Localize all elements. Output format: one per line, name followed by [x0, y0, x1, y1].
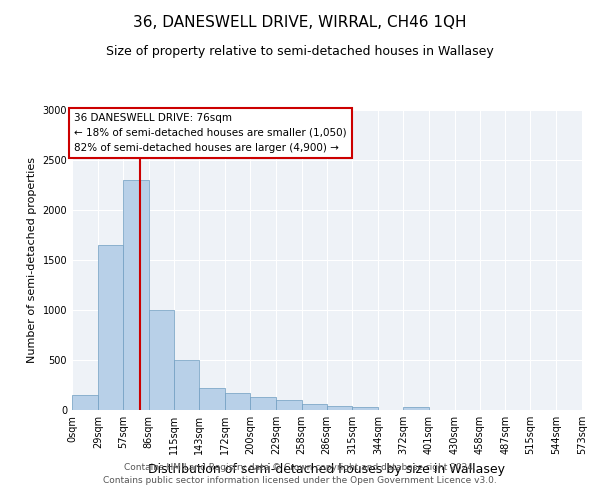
Bar — [352, 407, 378, 410]
Bar — [199, 388, 225, 410]
X-axis label: Distribution of semi-detached houses by size in Wallasey: Distribution of semi-detached houses by … — [149, 462, 505, 475]
Text: Contains HM Land Registry data © Crown copyright and database right 2024.
Contai: Contains HM Land Registry data © Crown c… — [103, 464, 497, 485]
Y-axis label: Number of semi-detached properties: Number of semi-detached properties — [27, 157, 37, 363]
Bar — [276, 400, 302, 410]
Bar — [123, 180, 149, 410]
Bar — [225, 393, 250, 410]
Bar — [98, 245, 123, 410]
Bar — [72, 395, 98, 410]
Text: 36 DANESWELL DRIVE: 76sqm
← 18% of semi-detached houses are smaller (1,050)
82% : 36 DANESWELL DRIVE: 76sqm ← 18% of semi-… — [74, 113, 346, 152]
Bar — [326, 406, 352, 410]
Text: 36, DANESWELL DRIVE, WIRRAL, CH46 1QH: 36, DANESWELL DRIVE, WIRRAL, CH46 1QH — [133, 15, 467, 30]
Bar — [149, 310, 175, 410]
Bar — [403, 407, 429, 410]
Text: Size of property relative to semi-detached houses in Wallasey: Size of property relative to semi-detach… — [106, 45, 494, 58]
Bar — [250, 397, 276, 410]
Bar — [175, 360, 199, 410]
Bar — [302, 404, 326, 410]
